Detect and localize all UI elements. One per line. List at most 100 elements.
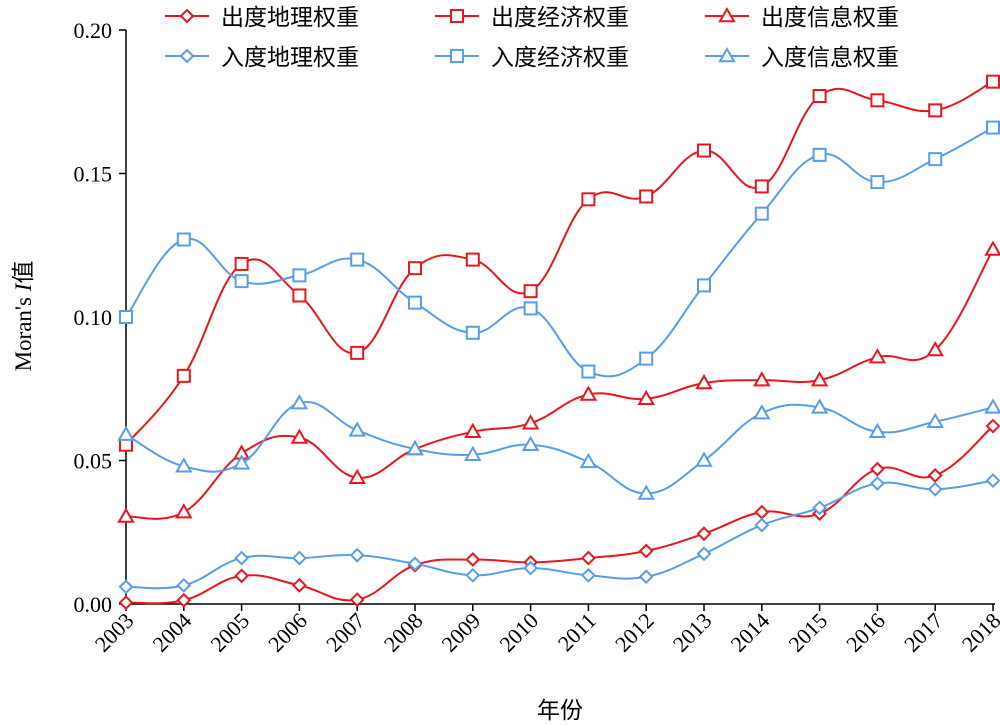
data-point	[406, 440, 424, 456]
series-line	[125, 401, 994, 495]
x-tick-label: 2005	[205, 608, 254, 657]
data-point	[638, 543, 654, 559]
data-point	[639, 351, 654, 366]
x-tick-label: 2017	[899, 608, 948, 657]
series-5	[119, 120, 1000, 379]
series-4	[118, 473, 1000, 595]
series-line	[125, 126, 994, 378]
x-tick-label: 2006	[263, 608, 312, 657]
data-point	[118, 579, 134, 595]
series-line	[125, 80, 994, 446]
data-point	[290, 394, 309, 410]
data-point	[465, 567, 481, 583]
y-ticks: 0.00 0.05 0.10 0.15 0.20	[74, 18, 126, 617]
x-tick-label: 2004	[148, 608, 197, 657]
data-point	[870, 175, 885, 190]
data-point	[868, 422, 887, 439]
y-tick-label: 0.00	[74, 592, 113, 617]
legend-label: 入度信息权重	[761, 45, 899, 71]
y-axis-title: Moran's I值	[11, 261, 37, 372]
axes	[125, 30, 995, 605]
data-point	[290, 428, 309, 444]
data-point	[464, 422, 482, 439]
data-point	[408, 295, 422, 310]
series-layer	[117, 74, 1000, 610]
series-line	[125, 425, 994, 605]
data-point	[350, 252, 365, 267]
legend-item: 入度地理权重	[165, 45, 359, 71]
x-tick-label: 2008	[379, 608, 428, 657]
legend-marker	[718, 6, 736, 23]
data-point	[464, 445, 482, 462]
legend-item: 入度经济权重	[435, 45, 629, 71]
y-axis-title-italic: I	[11, 282, 36, 292]
data-point	[176, 368, 191, 383]
data-point	[176, 592, 192, 608]
data-point	[580, 567, 596, 583]
legend-label: 出度地理权重	[221, 5, 359, 31]
y-axis-title-main: Moran's	[11, 291, 36, 371]
x-ticks: 2003 2004 2005 2006 2007 2008 2009 2010 2011 2012…	[90, 604, 1000, 657]
data-point	[810, 398, 829, 414]
data-point	[349, 547, 365, 563]
x-tick-label: 2009	[437, 608, 486, 657]
legend-marker	[718, 46, 736, 63]
data-point	[696, 526, 712, 542]
x-tick-label: 2011	[553, 608, 601, 656]
series-2	[119, 74, 1000, 452]
series-line	[125, 479, 994, 590]
data-point	[465, 325, 480, 340]
data-point	[696, 546, 712, 562]
data-point	[581, 192, 596, 207]
data-point	[637, 484, 655, 500]
data-point	[926, 412, 944, 429]
legend-marker	[450, 49, 464, 63]
y-tick-label: 0.05	[74, 449, 113, 474]
data-point	[291, 550, 307, 566]
data-point	[869, 461, 885, 477]
legend-marker	[450, 9, 464, 23]
data-point	[638, 569, 654, 585]
x-tick-label: 2010	[494, 608, 543, 657]
data-point	[697, 143, 711, 158]
legend-label: 出度经济权重	[491, 5, 629, 31]
legend-label: 入度经济权重	[491, 45, 629, 71]
data-point	[348, 421, 366, 437]
data-point	[234, 256, 249, 271]
data-point	[234, 550, 250, 566]
data-point	[928, 103, 943, 118]
data-point	[926, 340, 944, 357]
legend-marker	[179, 8, 195, 24]
data-point	[176, 577, 192, 593]
data-point	[695, 373, 713, 390]
x-tick-label: 2012	[610, 608, 659, 657]
data-point	[232, 454, 251, 470]
data-point	[870, 93, 885, 108]
data-point	[697, 278, 711, 293]
data-point	[812, 147, 827, 162]
data-point	[812, 500, 828, 516]
data-point	[986, 74, 1000, 89]
data-point	[119, 310, 133, 324]
data-point	[348, 468, 366, 484]
data-point	[465, 552, 481, 567]
data-point	[984, 398, 1000, 414]
x-tick-label: 2016	[841, 608, 890, 657]
legend-item: 出度信息权重	[705, 5, 899, 31]
data-point	[754, 179, 769, 194]
data-point	[176, 232, 191, 247]
data-point	[234, 274, 249, 289]
data-point	[754, 206, 769, 221]
data-point	[928, 152, 943, 167]
y-tick-label: 0.15	[74, 162, 113, 187]
data-point	[523, 284, 538, 299]
data-point	[927, 481, 943, 497]
data-point	[118, 595, 134, 610]
legend-label: 出度信息权重	[761, 5, 899, 31]
x-tick-label: 2014	[726, 608, 775, 657]
x-tick-label: 2018	[957, 608, 1000, 657]
data-point	[117, 507, 135, 523]
x-tick-label: 2013	[668, 608, 717, 657]
data-point	[349, 592, 365, 608]
